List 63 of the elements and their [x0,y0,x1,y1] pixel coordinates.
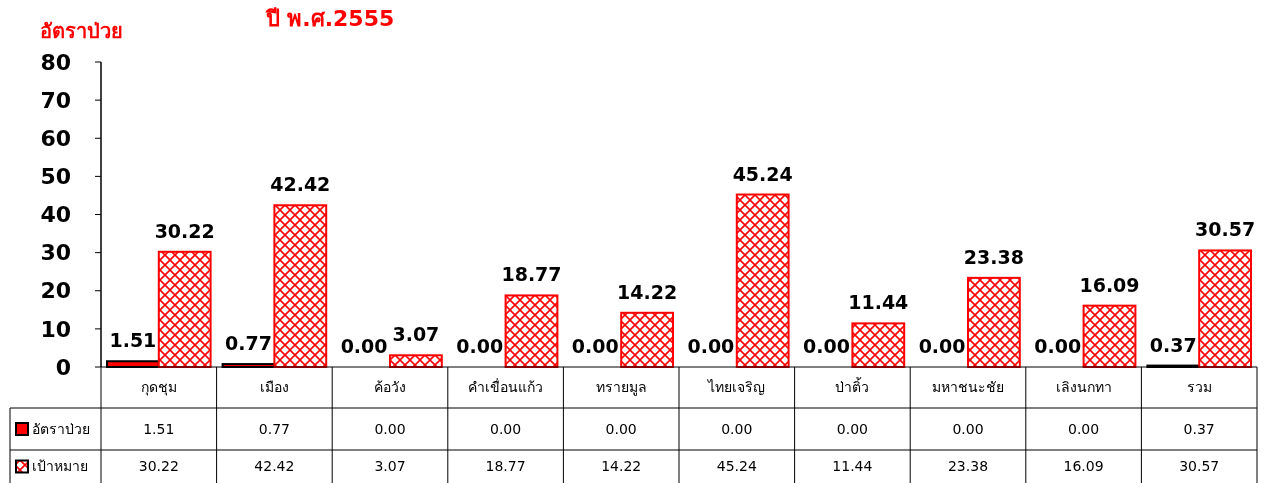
data-label: 16.09 [1063,458,1104,475]
text: 0.00 [571,335,619,357]
x-tick-label: ไทยเจริญ [707,379,766,396]
data-label: 42.42 [254,458,295,475]
x-tick-label: คำเขื่อนแก้ว [468,378,544,396]
data-label: 30.22 [138,458,179,475]
y-axis-title: อัตราป่วย [40,19,123,43]
y-tick-label: 50 [40,164,71,190]
data-label: 1.51 [143,420,175,437]
text: 0.00 [340,335,388,357]
text: 42.42 [270,173,331,196]
x-tick-label: เลิงนกทา [1055,379,1112,396]
text: 30.22 [154,219,215,242]
text: 11.44 [848,291,909,314]
text: 18.77 [501,263,562,286]
data-label: 18.77 [485,458,526,475]
text: 3.07 [392,323,440,346]
y-tick-label: 60 [40,125,71,151]
x-tick-label: กุดชุม [140,379,177,397]
data-label: 0.00 [721,420,753,437]
text: 45.24 [732,162,793,185]
data-label: 0.00 [605,420,637,437]
text: 0.00 [687,335,735,357]
legend-label: เป้าหมาย [32,458,88,475]
chart-title: ปี พ.ศ.2555 [264,6,395,31]
data-label: 0.00 [374,420,406,437]
text: 14.22 [617,280,678,303]
data-label: 45.24 [716,458,757,475]
x-tick-label: มหาชนะชัย [932,379,1004,396]
text: 0.00 [803,335,850,357]
text: 0.00 [918,335,966,357]
text: 0.00 [456,335,504,357]
text: 16.09 [1079,273,1140,296]
data-label: 0.00 [1068,420,1100,437]
x-tick-label: ค้อวัง [374,379,406,396]
y-tick-label: 80 [40,49,71,75]
data-label: 30.57 [1179,458,1220,475]
x-tick-label: รวม [1186,379,1212,396]
x-tick-label: ทรายมูล [595,379,647,397]
y-tick-label: 30 [40,240,71,266]
y-tick-label: 70 [40,87,71,113]
text: 0.00 [1034,335,1082,357]
data-label: 3.07 [374,458,406,475]
x-tick-label: เมือง [259,379,289,396]
data-label: 0.00 [836,420,868,437]
y-tick-label: 0 [55,354,71,380]
legend-label: อัตราป่วย [32,420,90,437]
data-label: 0.00 [952,420,984,437]
y-tick-label: 10 [40,316,71,342]
data-label: 14.22 [601,458,642,475]
data-label: 0.37 [1183,420,1215,437]
y-tick-label: 20 [40,278,71,304]
x-tick-label: ป่าติ้ว [835,377,870,396]
y-tick-label: 40 [40,202,71,228]
data-label: 11.44 [832,458,873,475]
text: 1.51 [109,329,157,352]
text: 23.38 [963,245,1024,268]
data-label: 23.38 [947,458,989,475]
data-label: 0.00 [490,420,522,437]
text: 30.57 [1195,218,1256,241]
text: 0.77 [225,332,272,355]
data-label: 0.77 [258,420,290,437]
text: 0.37 [1149,333,1197,356]
